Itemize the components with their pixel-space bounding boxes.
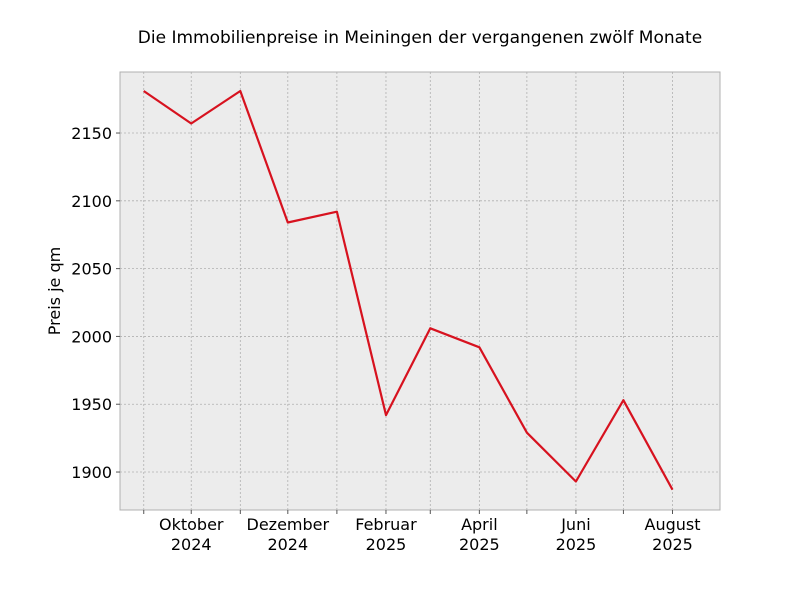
y-tick-label: 2150 [71,124,112,143]
y-tick-label: 1900 [71,463,112,482]
x-tick-label-year: 2025 [459,535,500,554]
x-tick-label-year: 2025 [556,535,597,554]
y-tick-label: 2100 [71,192,112,211]
x-tick-label-year: 2024 [171,535,212,554]
y-tick-label: 2050 [71,260,112,279]
x-tick-label-year: 2025 [366,535,407,554]
x-tick-label-month: Juni [560,515,590,534]
axis-ticks: 190019502000205021002150Oktober2024Dezem… [71,124,700,554]
x-tick-label-month: August [645,515,701,534]
series-line [143,89,674,491]
x-tick-label-year: 2025 [652,535,693,554]
chart-title: Die Immobilienpreise in Meiningen der ve… [138,28,702,48]
y-tick-label: 2000 [71,327,112,346]
x-tick-label-month: Dezember [247,515,330,534]
x-tick-label-year: 2024 [267,535,308,554]
series-group [143,89,674,491]
plot-area [119,71,721,511]
y-tick-label: 1950 [71,395,112,414]
grid [120,72,720,510]
y-axis-label: Preis je qm [45,247,64,335]
x-tick-label-month: April [461,515,498,534]
x-tick-label-month: Februar [355,515,417,534]
x-tick-label-month: Oktober [159,515,224,534]
